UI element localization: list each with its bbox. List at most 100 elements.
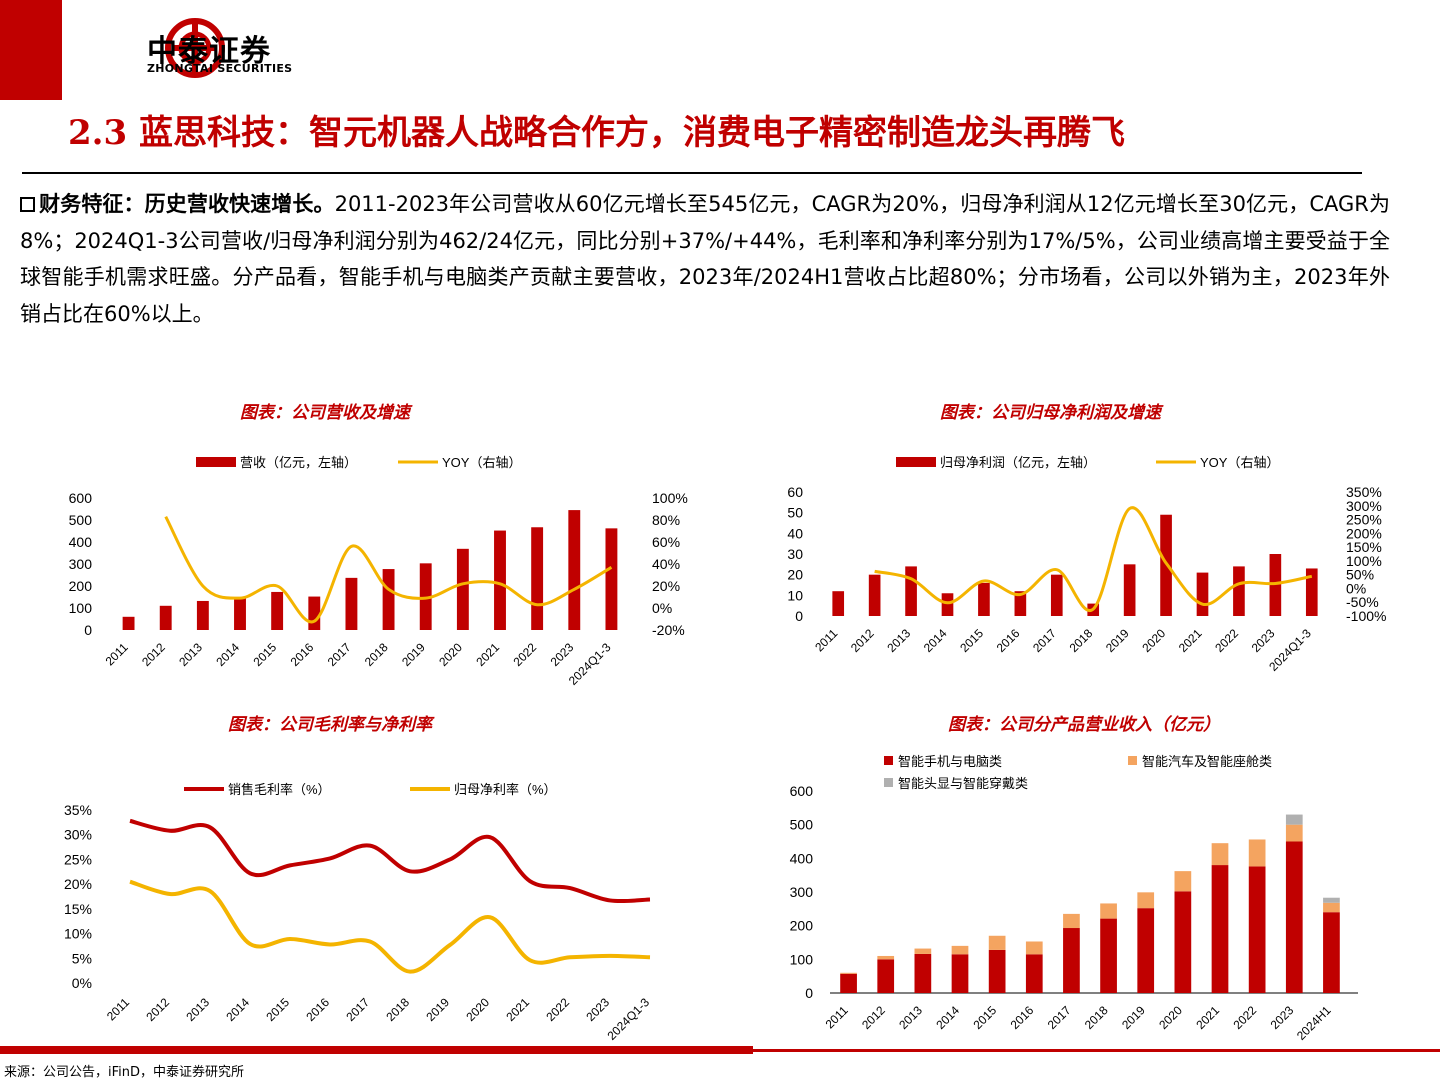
segments-bar	[951, 954, 969, 993]
segments-bar	[1137, 908, 1155, 993]
net_profit-right-tick: 250%	[1346, 512, 1382, 528]
net_profit-left-tick: 20	[787, 567, 803, 583]
net_profit-legend-bar-label: 归母净利润（亿元，左轴）	[940, 455, 1096, 470]
net_profit-left-tick: 50	[787, 505, 803, 521]
revenue-x-label: 2017	[325, 640, 354, 669]
segments-x-label: 2012	[859, 1003, 888, 1032]
revenue-bar	[345, 577, 358, 630]
revenue-right-tick: 80%	[652, 512, 680, 528]
net_profit-right-tick: 350%	[1346, 484, 1382, 500]
brand-logo-icon	[165, 18, 225, 78]
revenue-yoy-line	[164, 515, 613, 624]
net_profit-bar	[941, 593, 954, 616]
net_profit-x-label: 2012	[848, 626, 877, 655]
segments-bar	[1174, 871, 1192, 892]
segments-legend-label: 智能手机与电脑类	[898, 754, 1002, 769]
segments-y-tick: 600	[790, 783, 814, 799]
revenue-bar	[159, 605, 172, 630]
net_profit-bar	[868, 574, 881, 616]
net_profit-left-tick: 10	[787, 587, 803, 603]
revenue-x-label: 2013	[176, 640, 205, 669]
net_profit-bar	[1123, 564, 1136, 616]
revenue-left-tick: 100	[69, 600, 93, 616]
net_profit-bar	[1233, 566, 1245, 616]
revenue-x-label: 2023	[548, 640, 577, 669]
revenue-x-label: 2016	[288, 640, 317, 669]
net_profit-x-label: 2013	[884, 626, 913, 655]
net_profit-x-label: 2020	[1139, 626, 1168, 655]
revenue-left-tick: 400	[69, 534, 93, 550]
revenue-right-tick: 0%	[652, 600, 672, 616]
revenue-left-tick: 200	[69, 578, 93, 594]
net_profit-x-label: 2017	[1030, 626, 1059, 655]
revenue-x-label: 2014	[213, 640, 242, 669]
segments-x-label: 2018	[1082, 1003, 1111, 1032]
chart-title-segments: 图表：公司分产品营业收入（亿元）	[948, 715, 1220, 735]
net_profit-x-label: 2016	[994, 626, 1023, 655]
net_profit-right-tick: 50%	[1346, 567, 1374, 583]
net_profit-x-label: 2015	[957, 626, 986, 655]
net_profit-left-tick: 30	[787, 546, 803, 562]
net_profit-right-tick: 300%	[1346, 498, 1382, 514]
revenue-x-label: 2022	[510, 640, 539, 669]
revenue-bar	[494, 530, 506, 630]
chart-title-margins: 图表：公司毛利率与净利率	[228, 715, 432, 735]
chart-title-revenue: 图表：公司营收及增速	[240, 403, 410, 423]
segments-x-label: 2023	[1268, 1003, 1297, 1032]
segments-bar	[1174, 891, 1192, 993]
segments-x-label: 2017	[1045, 1003, 1074, 1032]
margins-x-label: 2017	[343, 995, 372, 1024]
net_profit-right-tick: 100%	[1346, 553, 1382, 569]
net_profit-legend-line-label: YOY（右轴）	[1200, 455, 1279, 470]
net_profit-right-tick: 200%	[1346, 525, 1382, 541]
segments-bar	[1285, 824, 1303, 842]
margins-y-tick: 5%	[72, 950, 92, 966]
segments-bar	[1211, 843, 1229, 866]
revenue-x-label: 2015	[250, 640, 279, 669]
segments-x-label: 2024H1	[1294, 1003, 1334, 1043]
net-profit-chart: 0102030405060-100%-50%0%50%100%150%200%2…	[787, 455, 1386, 674]
net_profit-right-tick: -50%	[1346, 594, 1379, 610]
margins-chart: 0% 5% 10% 15% 20% 25% 30% 35% 2011 2012 2013 2014 20…	[64, 782, 652, 1043]
margins-x-label: 2013	[183, 995, 212, 1024]
revenue-right-tick: 60%	[652, 534, 680, 550]
brand-name: 中泰证券	[147, 34, 271, 69]
segments-y-tick: 0	[805, 985, 813, 1001]
margins-x-label: 2012	[143, 995, 172, 1024]
margins-y-tick: 15%	[64, 901, 92, 917]
segments-bar	[1323, 912, 1340, 993]
revenue-x-label: 2012	[139, 640, 168, 669]
checkbox-bullet-icon	[20, 197, 35, 212]
margins-legend-label: 归母净利率（%）	[454, 782, 557, 797]
revenue-x-label: 2011	[103, 640, 131, 668]
margins-y-tick: 35%	[64, 802, 92, 818]
margins-y-tick: 0%	[72, 975, 92, 991]
net_profit-x-label: 2014	[921, 626, 950, 655]
revenue-x-label: 2020	[436, 640, 465, 669]
segments-bar	[1285, 841, 1303, 993]
footer-rule-thin	[753, 1049, 1440, 1052]
revenue-x-label: 2021	[473, 640, 502, 669]
revenue-left-tick: 500	[69, 512, 93, 528]
revenue-bar	[308, 596, 321, 630]
revenue-bar	[531, 527, 544, 630]
net_profit-x-label: 2011	[812, 626, 840, 654]
chart-title-net-profit: 图表：公司归母净利润及增速	[940, 403, 1161, 423]
segments-bar	[1063, 928, 1080, 993]
revenue-bar	[456, 548, 469, 630]
net_profit-bar	[1196, 572, 1209, 616]
segments-legend-swatch	[884, 756, 893, 765]
margins-x-label: 2019	[423, 995, 452, 1024]
title-divider	[22, 172, 1362, 174]
segments-legend-label: 智能头显与智能穿戴类	[898, 776, 1028, 791]
segments-bar	[1248, 839, 1266, 867]
net_profit-x-label: 2023	[1249, 626, 1278, 655]
summary-paragraph: 财务特征：历史营收快速增长。2011-2023年公司营收从60亿元增长至545亿…	[20, 186, 1390, 332]
revenue-bar	[196, 600, 209, 630]
margins-x-label: 2024Q1-3	[604, 995, 652, 1043]
net_profit-bar	[1014, 591, 1027, 616]
segments-chart: 0 100 200 300 400 500 600 2011 2012 2013 2014 2015 2…	[790, 754, 1358, 1043]
revenue-right-tick: -20%	[652, 622, 685, 638]
summary-body: 2011-2023年公司营收从60亿元增长至545亿元，CAGR为20%，归母净…	[20, 192, 1390, 326]
segments-bar	[877, 959, 895, 993]
